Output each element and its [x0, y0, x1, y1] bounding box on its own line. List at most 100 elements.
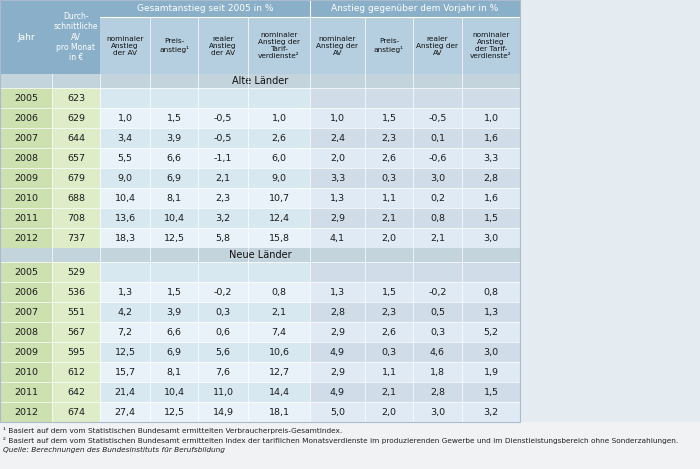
- Text: 18,1: 18,1: [269, 408, 290, 416]
- Text: 1,0: 1,0: [118, 113, 132, 122]
- Bar: [365, 262, 413, 282]
- Bar: [413, 188, 462, 208]
- Text: 7,4: 7,4: [272, 327, 286, 336]
- Text: 688: 688: [67, 194, 85, 203]
- Bar: [248, 228, 310, 248]
- Bar: [52, 322, 100, 342]
- Text: Alte Länder: Alte Länder: [232, 76, 288, 86]
- Text: 0,3: 0,3: [382, 174, 397, 182]
- Text: 2,9: 2,9: [330, 368, 345, 377]
- Text: 644: 644: [67, 134, 85, 143]
- Bar: [100, 362, 150, 382]
- Text: 14,9: 14,9: [213, 408, 234, 416]
- Bar: [150, 208, 198, 228]
- Bar: [0, 208, 52, 228]
- Bar: [310, 228, 365, 248]
- Text: 1,0: 1,0: [272, 113, 286, 122]
- Text: 595: 595: [67, 348, 85, 356]
- Bar: [365, 208, 413, 228]
- Text: 21,4: 21,4: [115, 387, 136, 396]
- Text: 2007: 2007: [14, 308, 38, 317]
- Text: 1,3: 1,3: [118, 287, 132, 296]
- Text: 12,5: 12,5: [164, 234, 185, 242]
- Text: nominaler
Anstieg der
AV: nominaler Anstieg der AV: [316, 36, 358, 55]
- Bar: [100, 0, 310, 17]
- Bar: [413, 168, 462, 188]
- Bar: [310, 342, 365, 362]
- Bar: [0, 322, 52, 342]
- Text: 1,5: 1,5: [382, 287, 396, 296]
- Text: 1,3: 1,3: [484, 308, 498, 317]
- Bar: [310, 128, 365, 148]
- Text: 1,1: 1,1: [382, 368, 396, 377]
- Bar: [462, 402, 520, 422]
- Bar: [0, 168, 52, 188]
- Bar: [310, 362, 365, 382]
- Bar: [413, 108, 462, 128]
- Bar: [462, 362, 520, 382]
- Bar: [248, 108, 310, 128]
- Bar: [150, 322, 198, 342]
- Bar: [100, 88, 150, 108]
- Text: nominaler
Anstieg der
Tarif-
verdienste²: nominaler Anstieg der Tarif- verdienste²: [258, 32, 300, 59]
- Bar: [462, 108, 520, 128]
- Text: 623: 623: [67, 93, 85, 103]
- Bar: [248, 282, 310, 302]
- Text: 7,6: 7,6: [216, 368, 230, 377]
- Bar: [248, 402, 310, 422]
- Bar: [462, 188, 520, 208]
- Bar: [150, 148, 198, 168]
- Text: -0,2: -0,2: [214, 287, 232, 296]
- Bar: [462, 17, 520, 74]
- Bar: [365, 17, 413, 74]
- Bar: [248, 17, 310, 74]
- Text: 2008: 2008: [14, 327, 38, 336]
- Text: 3,2: 3,2: [216, 213, 230, 222]
- Text: 3,3: 3,3: [330, 174, 345, 182]
- Bar: [198, 17, 248, 74]
- Text: 2008: 2008: [14, 153, 38, 162]
- Bar: [150, 342, 198, 362]
- Bar: [413, 382, 462, 402]
- Bar: [310, 168, 365, 188]
- Bar: [0, 74, 520, 88]
- Text: 3,9: 3,9: [167, 134, 181, 143]
- Bar: [150, 88, 198, 108]
- Bar: [0, 248, 520, 262]
- Bar: [413, 362, 462, 382]
- Text: 6,9: 6,9: [167, 348, 181, 356]
- Text: 1,5: 1,5: [167, 113, 181, 122]
- Text: 2,3: 2,3: [382, 134, 397, 143]
- Text: 1,5: 1,5: [167, 287, 181, 296]
- Bar: [0, 128, 52, 148]
- Text: 2012: 2012: [14, 234, 38, 242]
- Bar: [52, 342, 100, 362]
- Text: ¹ Basiert auf dem vom Statistischen Bundesamt ermittelten Verbraucherpreis-Gesam: ¹ Basiert auf dem vom Statistischen Bund…: [3, 426, 342, 433]
- Text: 5,2: 5,2: [484, 327, 498, 336]
- Bar: [0, 262, 52, 282]
- Bar: [413, 88, 462, 108]
- Text: 567: 567: [67, 327, 85, 336]
- Text: -0,5: -0,5: [214, 113, 232, 122]
- Text: 12,5: 12,5: [115, 348, 136, 356]
- Text: Anstieg gegenüber dem Vorjahr in %: Anstieg gegenüber dem Vorjahr in %: [331, 4, 498, 13]
- Text: 2,8: 2,8: [484, 174, 498, 182]
- Text: 1,5: 1,5: [484, 213, 498, 222]
- Bar: [365, 228, 413, 248]
- Bar: [52, 128, 100, 148]
- Text: 2,3: 2,3: [382, 308, 397, 317]
- Bar: [248, 148, 310, 168]
- Bar: [462, 128, 520, 148]
- Bar: [413, 302, 462, 322]
- Bar: [150, 402, 198, 422]
- Bar: [0, 108, 52, 128]
- Text: 2005: 2005: [14, 267, 38, 277]
- Bar: [0, 0, 52, 74]
- Text: 3,4: 3,4: [118, 134, 132, 143]
- Bar: [462, 382, 520, 402]
- Text: 679: 679: [67, 174, 85, 182]
- Text: Preis-
anstieg¹: Preis- anstieg¹: [374, 38, 404, 53]
- Text: 4,9: 4,9: [330, 348, 345, 356]
- Text: 2,1: 2,1: [272, 308, 286, 317]
- Bar: [310, 302, 365, 322]
